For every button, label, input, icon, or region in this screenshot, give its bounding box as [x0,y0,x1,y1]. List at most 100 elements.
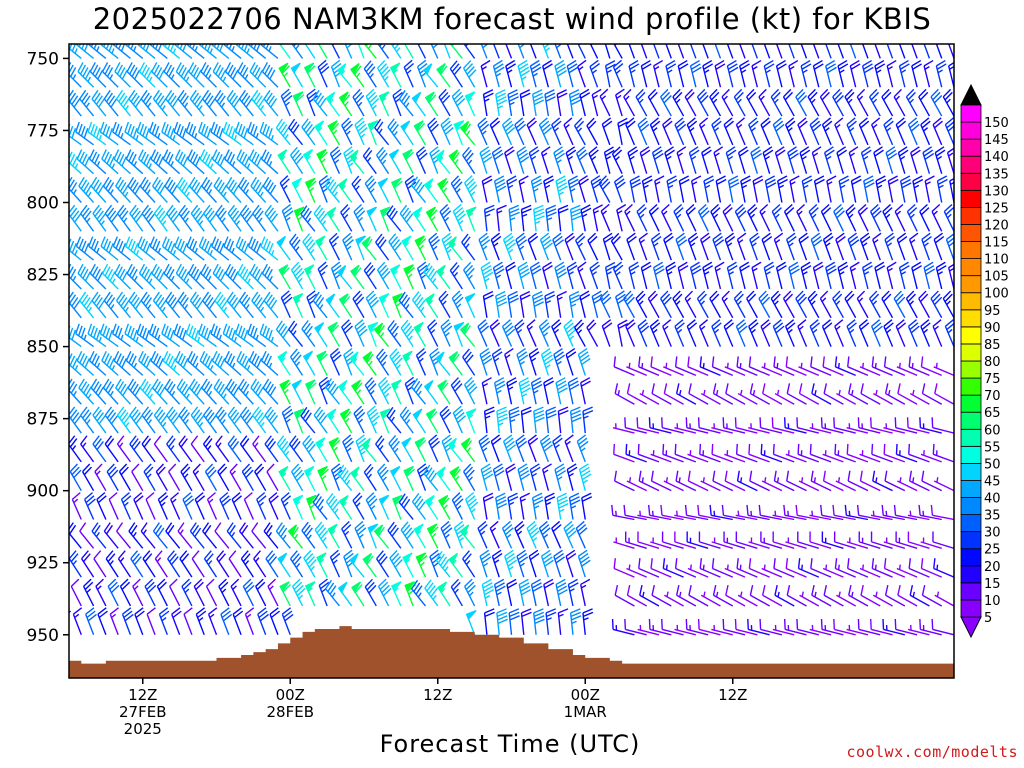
wind-barb [144,578,157,607]
wind-barb [154,550,168,578]
credit-link[interactable]: coolwx.com/modelts [846,743,1018,761]
wind-barb [239,435,254,463]
wind-barb [545,406,557,434]
wind-barb [629,175,642,203]
colorbar-label: 100 [984,287,1009,302]
wind-barb [464,578,476,607]
wind-barb [261,62,279,88]
wind-barb [249,62,267,88]
wind-barb [847,470,869,492]
colorbar-label: 50 [984,457,1001,472]
wind-barb [676,146,687,174]
wind-barb [615,88,625,117]
wind-barb [226,291,242,319]
wind-barb [611,504,635,521]
wind-barb [340,204,353,232]
wind-barb [673,203,685,232]
wind-barb [736,558,758,578]
wind-barb [247,236,267,261]
wind-barb [438,290,451,319]
wind-barb [545,608,557,635]
wind-barb [773,470,795,492]
wind-barb [810,232,823,261]
wind-barb [897,584,918,607]
wind-barb [99,323,119,348]
wind-barb [795,504,819,521]
wind-barb [610,232,623,261]
wind-barb [411,176,427,203]
wind-barb [894,203,906,232]
wind-barb [529,44,537,59]
wind-barb [650,470,672,492]
colorbar-label: 125 [984,201,1009,216]
wind-barb [482,290,494,318]
wind-barb [943,203,954,232]
x-axis-label: Forecast Time (UTC) [379,730,641,758]
wind-barb [376,550,390,578]
wind-barb [834,117,845,146]
wind-barb [389,550,403,578]
wind-barb [519,89,531,117]
wind-barb [278,466,291,492]
wind-barb [763,59,775,88]
wind-barb [598,175,611,203]
wind-barb [674,531,697,549]
wind-barb [314,120,328,146]
wind-barb [129,406,144,434]
wind-barb [278,264,291,290]
wind-barb [239,204,254,232]
wind-barb [809,624,832,636]
wind-barb [838,175,850,203]
wind-barb [188,263,205,290]
wind-barb [75,121,94,146]
wind-barb [404,175,417,203]
wind-barb [96,492,107,520]
wind-barb [502,232,517,261]
wind-barb [848,146,859,174]
wind-barb [721,88,734,117]
wind-barb [539,232,553,261]
wind-barb [260,236,279,261]
wind-barb [624,618,647,636]
wind-barb [69,463,82,492]
wind-barb [174,149,193,175]
wind-barb [918,504,942,521]
wind-barb [69,172,70,174]
wind-barb [362,147,377,175]
wind-barb [712,383,734,405]
wind-barb [129,204,144,232]
wind-barb [152,522,168,549]
wind-barb [882,203,894,232]
wind-barb [301,320,316,348]
wind-barb [772,624,795,636]
wind-barb [351,175,365,203]
wind-barb [287,524,304,549]
wind-barb [376,261,391,290]
wind-barb [930,88,943,117]
wind-barb [427,319,439,347]
wind-barb [279,175,291,203]
wind-barb [739,59,750,88]
wind-barb [259,323,279,348]
wind-barb [647,88,660,117]
wind-barb [140,522,156,549]
wind-barb [758,504,783,521]
wind-barb [591,290,604,318]
wind-barb [797,531,819,549]
wind-barb [451,492,464,520]
wind-barb [312,291,328,319]
wind-barb [788,59,799,88]
wind-barb [868,290,881,319]
wind-barb [587,232,599,261]
wind-barb [302,434,316,463]
wind-barb [182,492,195,520]
wind-barb [198,121,217,146]
wind-barb [392,292,404,319]
wind-barb [538,117,553,146]
wind-barb [543,175,555,203]
wind-barb [465,408,477,434]
wind-barb [439,203,452,232]
wind-barb [698,319,709,347]
wind-barb [191,550,205,578]
wind-barb [675,232,688,261]
